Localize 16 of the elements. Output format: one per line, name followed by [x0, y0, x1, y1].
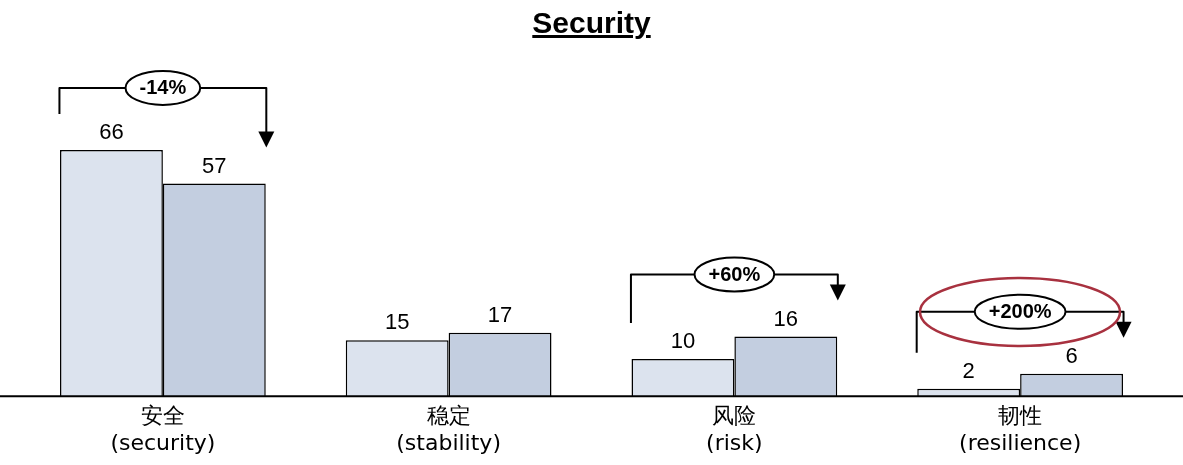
x-tick-label: 韧性 (resilience): [959, 403, 1082, 455]
data-label: 10: [670, 327, 696, 353]
annotation: -14%: [139, 76, 187, 99]
x-tick-label: 安全 (security): [110, 403, 216, 455]
x-tick-label: 稳定 (stability): [396, 403, 501, 455]
data-label: 16: [773, 305, 799, 331]
data-label: 57: [202, 152, 227, 178]
data-label: 2: [962, 357, 975, 383]
data-label: 66: [99, 118, 124, 144]
annotation: +200%: [988, 300, 1052, 323]
x-tick-label: 风险 (risk): [706, 403, 763, 455]
data-label: 6: [1065, 342, 1078, 368]
data-label: 17: [487, 301, 513, 327]
data-label: 15: [384, 309, 410, 335]
annotation: +60%: [708, 263, 761, 286]
chart-title: Security: [531, 6, 652, 40]
